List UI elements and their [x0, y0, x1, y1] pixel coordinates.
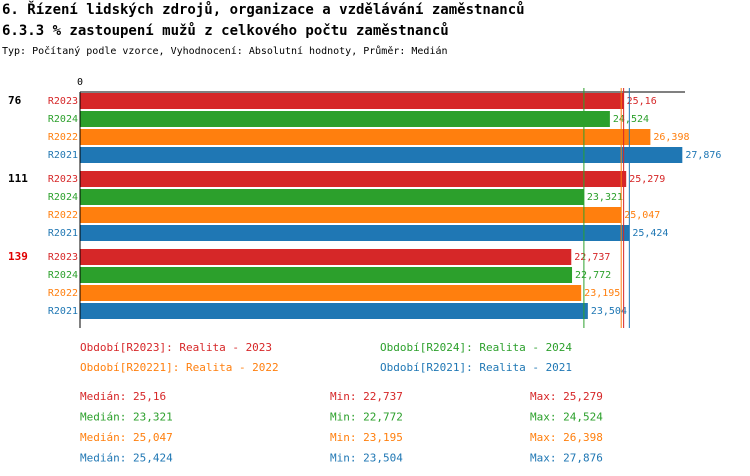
- value-label: 23,504: [591, 306, 627, 317]
- category-label: 111: [8, 172, 28, 185]
- bar: [80, 93, 624, 109]
- series-label: R2022: [48, 132, 78, 143]
- bar: [80, 129, 651, 145]
- bar: [80, 267, 573, 283]
- chart-title: 6. Řízení lidských zdrojů, organizace a …: [2, 0, 525, 18]
- value-label: 25,424: [632, 228, 668, 239]
- stat-max: Max: 24,524: [530, 411, 603, 424]
- series-label: R2023: [48, 96, 78, 107]
- stat-min: Min: 22,737: [330, 390, 403, 403]
- value-label: 27,876: [685, 150, 721, 161]
- legend-entry: Období[R2023]: Realita - 2023: [80, 341, 272, 354]
- category-label: 76: [8, 94, 22, 107]
- value-label: 26,398: [653, 132, 689, 143]
- stat-max: Max: 26,398: [530, 431, 603, 444]
- series-label: R2024: [48, 114, 78, 125]
- series-label: R2021: [48, 306, 78, 317]
- stat-median: Medián: 25,424: [80, 452, 173, 465]
- bar: [80, 111, 610, 127]
- series-label: R2021: [48, 228, 78, 239]
- value-label: 22,737: [574, 252, 610, 263]
- series-label: R2024: [48, 270, 78, 281]
- series-label: R2021: [48, 150, 78, 161]
- stat-min: Min: 23,195: [330, 431, 403, 444]
- stat-max: Max: 27,876: [530, 452, 603, 465]
- stat-median: Medián: 25,047: [80, 431, 173, 444]
- stat-median: Medián: 25,16: [80, 390, 166, 403]
- x-tick-label: 0: [77, 77, 83, 88]
- series-label: R2023: [48, 252, 78, 263]
- legend-entry: Období[R20221]: Realita - 2022: [80, 361, 279, 374]
- bar: [80, 225, 630, 241]
- value-label: 25,047: [624, 210, 660, 221]
- chart-note: Typ: Počítaný podle vzorce, Vyhodnocení:…: [2, 45, 448, 57]
- series-label: R2024: [48, 192, 78, 203]
- series-label: R2023: [48, 174, 78, 185]
- stat-min: Min: 22,772: [330, 411, 403, 424]
- bar: [80, 171, 627, 187]
- legend-entry: Období[R2021]: Realita - 2021: [380, 361, 572, 374]
- category-label: 139: [8, 250, 28, 263]
- legend-entry: Období[R2024]: Realita - 2024: [380, 341, 572, 354]
- value-label: 25,279: [629, 174, 665, 185]
- stat-max: Max: 25,279: [530, 390, 603, 403]
- series-label: R2022: [48, 288, 78, 299]
- stat-min: Min: 23,504: [330, 452, 403, 465]
- series-label: R2022: [48, 210, 78, 221]
- bar: [80, 189, 584, 205]
- bar: [80, 303, 588, 319]
- value-label: 24,524: [613, 114, 649, 125]
- value-label: 22,772: [575, 270, 611, 281]
- value-label: 23,321: [587, 192, 623, 203]
- bar: [80, 249, 572, 265]
- bar: [80, 207, 622, 223]
- bar: [80, 147, 683, 163]
- bar: [80, 285, 582, 301]
- value-label: 25,16: [627, 96, 657, 107]
- stat-median: Medián: 23,321: [80, 411, 173, 424]
- chart-subtitle: 6.3.3 % zastoupení mužů z celkového počt…: [2, 22, 449, 39]
- value-label: 23,195: [584, 288, 620, 299]
